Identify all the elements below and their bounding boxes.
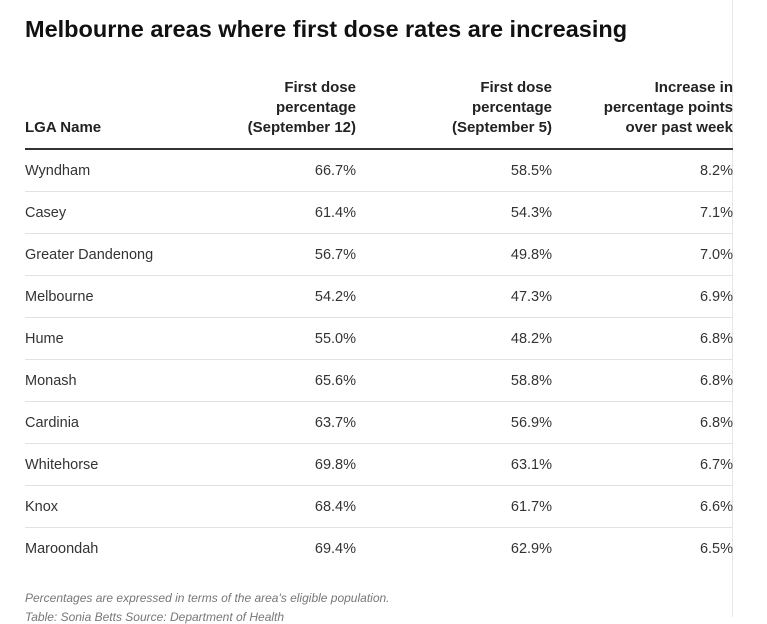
header-sep12-line-3: (September 12)	[247, 119, 356, 136]
header-sep12: First dose percentage (September 12)	[225, 78, 356, 150]
cell-lga: Wyndham	[25, 149, 225, 192]
cell-lga: Whitehorse	[25, 443, 225, 486]
cell-increase: 7.0%	[552, 233, 733, 276]
cell-lga: Hume	[25, 317, 225, 360]
cell-sep12: 69.4%	[314, 540, 356, 557]
cell-increase: 7.1%	[552, 191, 733, 234]
table-row: Knox 68.4% 61.7% 6.6%	[25, 485, 733, 528]
table-row: Greater Dandenong 56.7% 49.8% 7.0%	[25, 233, 733, 276]
cell-sep5: 63.1%	[356, 443, 552, 486]
cell-sep12: 56.7%	[225, 233, 356, 276]
cell-sep5: 47.3%	[356, 275, 552, 318]
header-sep5: First dose percentage (September 5)	[356, 78, 552, 150]
cell-sep12: 61.4%	[225, 191, 356, 234]
cell-lga: Casey	[25, 191, 225, 234]
table-row: Melbourne 54.2% 47.3% 6.9%	[25, 275, 733, 318]
table-row: Whitehorse 69.8% 63.1% 6.7%	[25, 443, 733, 486]
cell-lga: Melbourne	[25, 275, 225, 318]
cell-sep5: 48.2%	[356, 317, 552, 360]
header-sep12-line-1: First dose	[284, 79, 356, 96]
cell-increase: 8.2%	[552, 149, 733, 192]
table-row: Monash 65.6% 58.8% 6.8%	[25, 359, 733, 402]
cell-lga: Greater Dandenong	[25, 233, 225, 276]
cell-lga: Cardinia	[25, 401, 225, 444]
cell-increase: 6.8%	[552, 359, 733, 402]
header-increase-line-3: over past week	[625, 119, 733, 136]
table-body: Wyndham 66.7% 58.5% 8.2% Casey 61.4% 54.3% 7.1%…	[25, 149, 733, 569]
cell-increase: 6.5%	[699, 540, 733, 557]
footnote: Percentages are expressed in terms of th…	[25, 591, 390, 605]
table-row: Casey 61.4% 54.3% 7.1%	[25, 191, 733, 234]
table-row: Cardinia 63.7% 56.9% 6.8%	[25, 401, 733, 444]
chart-title: Melbourne areas where first dose rates a…	[25, 16, 628, 42]
cell-sep5: 61.7%	[356, 485, 552, 528]
cell-sep12: 65.6%	[225, 359, 356, 402]
header-sep5-line-3: (September 5)	[451, 119, 552, 136]
cell-increase: 6.8%	[552, 317, 733, 360]
cell-increase: 6.8%	[552, 401, 733, 444]
header-lga: LGA Name	[25, 78, 225, 150]
header-lga-label: LGA Name	[25, 119, 102, 136]
cell-lga: Knox	[25, 485, 225, 528]
cell-sep12: 69.8%	[225, 443, 356, 486]
cell-increase: 6.6%	[552, 485, 733, 528]
header-sep5-line-1: First dose	[480, 79, 552, 96]
cell-sep12: 55.0%	[225, 317, 356, 360]
header-sep5-line-2: percentage	[471, 99, 552, 116]
table-row: Wyndham 66.7% 58.5% 8.2%	[25, 149, 733, 192]
cell-sep5: 49.8%	[356, 233, 552, 276]
header-row: LGA Name First dose percentage (Septembe…	[25, 78, 733, 150]
cell-sep12: 66.7%	[225, 149, 356, 192]
header-increase-line-2: percentage points	[603, 99, 733, 116]
cell-sep12: 63.7%	[225, 401, 356, 444]
header-increase-line-1: Increase in	[654, 79, 733, 96]
cell-sep12: 68.4%	[225, 485, 356, 528]
chart-frame: Melbourne areas where first dose rates a…	[25, 0, 733, 624]
cell-sep5: 56.9%	[356, 401, 552, 444]
cell-sep5: 62.9%	[510, 540, 552, 557]
cell-sep5: 58.8%	[356, 359, 552, 402]
header-increase: Increase in percentage points over past …	[552, 78, 733, 150]
cell-increase: 6.9%	[552, 275, 733, 318]
source-credit: Table: Sonia Betts Source: Department of…	[25, 610, 285, 624]
cell-sep5: 54.3%	[356, 191, 552, 234]
cell-increase: 6.7%	[552, 443, 733, 486]
cell-sep5: 58.5%	[356, 149, 552, 192]
cell-lga: Maroondah	[25, 540, 99, 557]
cell-sep12: 54.2%	[225, 275, 356, 318]
cell-lga: Monash	[25, 359, 225, 402]
table-row: Hume 55.0% 48.2% 6.8%	[25, 317, 733, 360]
header-sep12-line-2: percentage	[275, 99, 356, 116]
data-table: LGA Name First dose percentage (Septembe…	[25, 78, 733, 569]
table-row: Maroondah 69.4% 62.9% 6.5%	[25, 528, 733, 570]
